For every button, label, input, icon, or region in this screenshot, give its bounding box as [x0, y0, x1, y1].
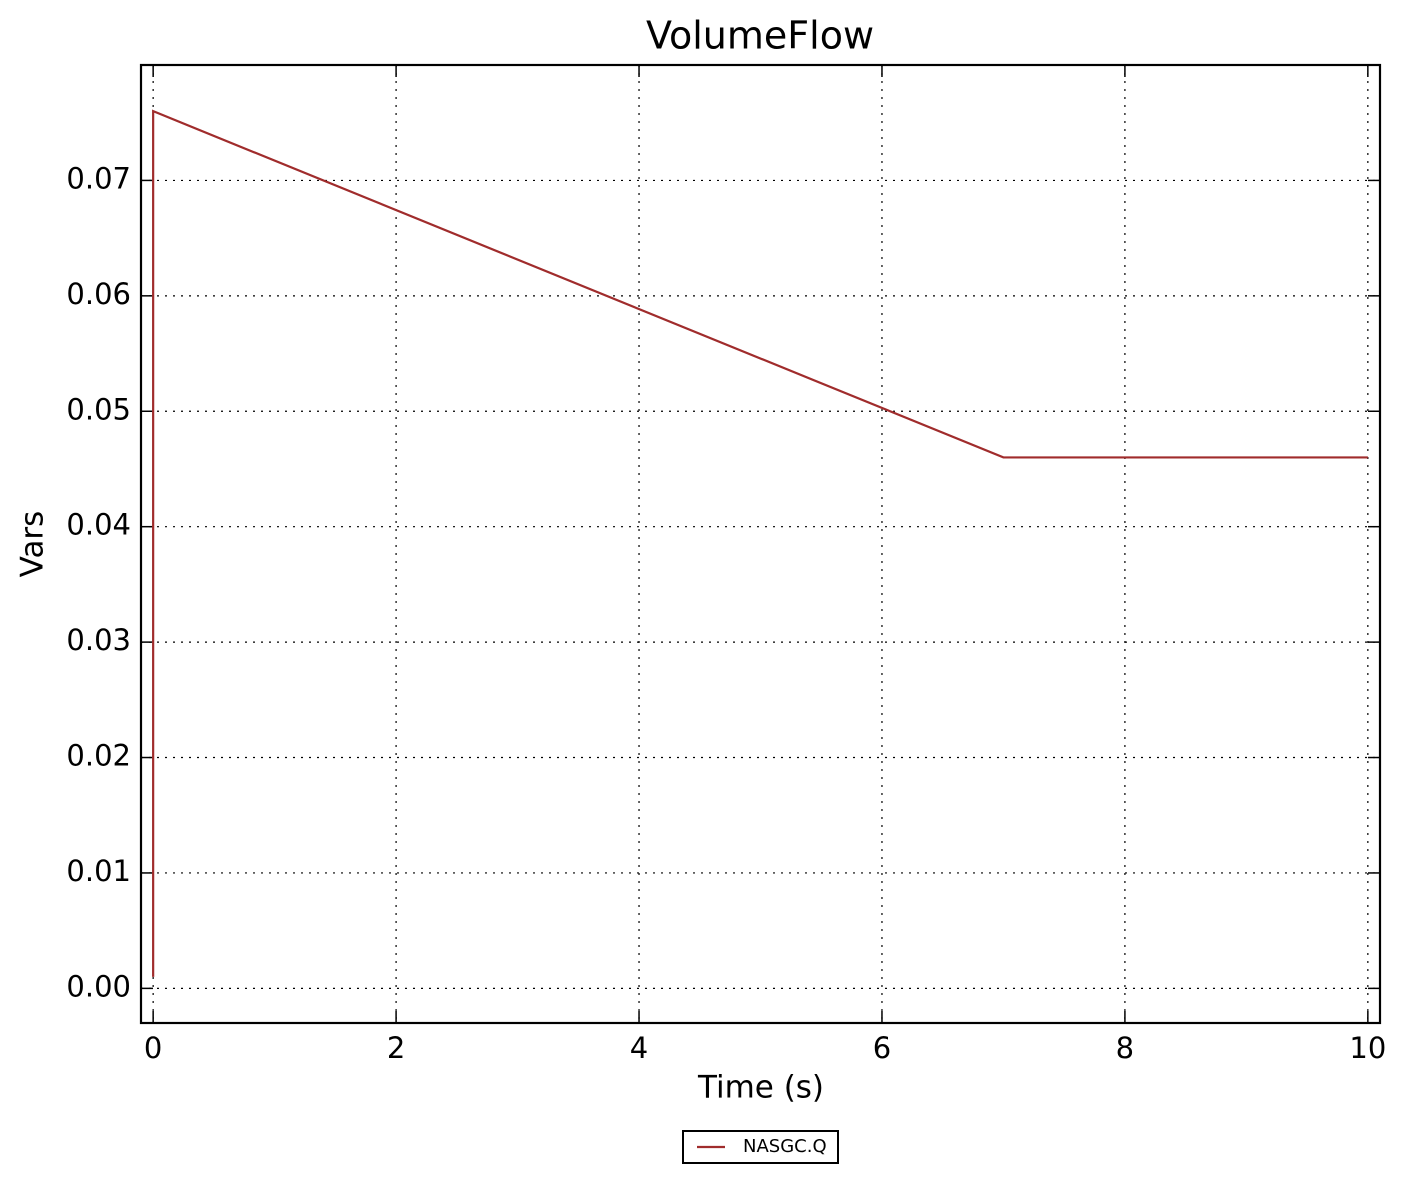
y-tick-label: 0.02 [66, 739, 131, 773]
y-tick-label: 0.03 [66, 623, 131, 657]
data-line [152, 109, 1368, 977]
x-tick-label: 6 [873, 1031, 891, 1065]
legend-label: NASGC.Q [743, 1136, 827, 1157]
y-tick-label: 0.00 [66, 969, 131, 1003]
x-tick-label: 8 [1116, 1031, 1134, 1065]
x-tick-label: 10 [1349, 1031, 1386, 1065]
y-tick-label: 0.04 [66, 508, 131, 542]
chart-title: VolumeFlow [646, 14, 874, 58]
x-tick-label: 2 [387, 1031, 405, 1065]
y-tick-label: 0.05 [66, 392, 131, 426]
x-tick-label: 4 [630, 1031, 648, 1065]
x-tick-label: 0 [144, 1031, 162, 1065]
y-tick-label: 0.01 [66, 854, 131, 888]
y-tick-label: 0.06 [66, 277, 131, 311]
x-axis-label: Time (s) [697, 1070, 824, 1106]
y-tick-label: 0.07 [66, 161, 131, 195]
plot-frame [139, 63, 1382, 1025]
y-axis-label: Vars [15, 511, 51, 578]
